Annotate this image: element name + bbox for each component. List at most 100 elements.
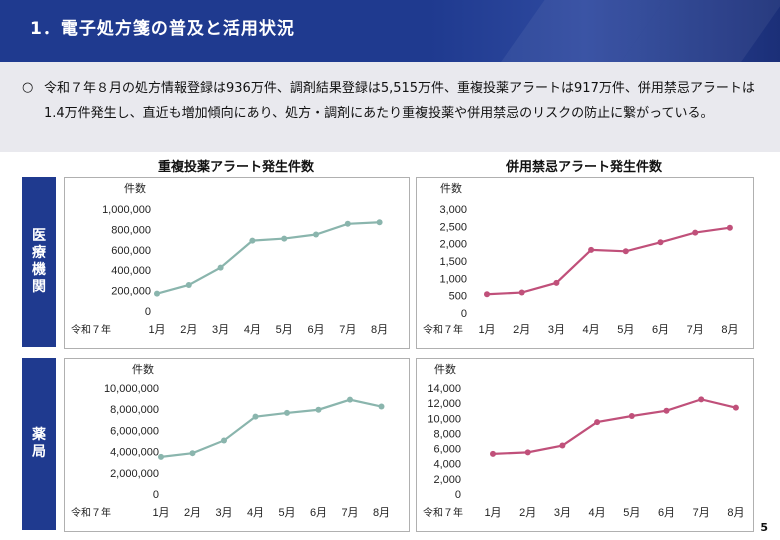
column-title-right: 併用禁忌アラート発生件数: [505, 160, 662, 175]
y-tick-label: 6,000: [433, 444, 461, 456]
y-tick-label: 2,000: [433, 474, 461, 486]
x-tick-label: 2月: [513, 324, 530, 336]
data-point: [484, 291, 490, 298]
y-tick-label: 14,000: [427, 383, 461, 395]
data-point: [315, 406, 322, 413]
data-point: [284, 409, 290, 416]
row-label-medical: 医療機関: [22, 177, 56, 347]
y-axis-label: 件数: [132, 363, 154, 376]
series-line: [486, 226, 731, 296]
x-tick-label: 1月: [152, 507, 169, 519]
x-tick-label: 2月: [180, 324, 197, 336]
year-label: 令和７年: [423, 506, 463, 519]
data-point: [518, 289, 525, 296]
x-tick-label: 4月: [247, 507, 264, 519]
data-point: [698, 396, 705, 403]
data-point: [726, 224, 733, 231]
y-tick-label: 0: [455, 489, 461, 501]
x-tick-label: 5月: [617, 324, 634, 336]
y-tick-label: 0: [153, 489, 159, 501]
y-tick-label: 1,000,000: [102, 204, 151, 216]
data-point: [249, 237, 256, 244]
y-tick-label: 6,000,000: [110, 425, 159, 437]
y-tick-label: 1,500: [439, 256, 467, 268]
data-point: [732, 404, 739, 411]
x-tick-label: 3月: [215, 507, 232, 519]
x-tick-label: 1月: [478, 324, 495, 336]
series-line: [156, 221, 380, 295]
summary-box: ○ 令和７年８月の処方情報登録は936万件、調剤結果登録は5,515万件、重複投…: [0, 62, 780, 152]
data-point: [221, 437, 227, 444]
data-point: [553, 279, 560, 286]
x-tick-label: 7月: [341, 507, 358, 519]
y-tick-label: 800,000: [111, 224, 151, 236]
x-tick-label: 7月: [687, 324, 704, 336]
data-point: [154, 290, 160, 297]
series-line: [492, 398, 737, 455]
data-point: [628, 413, 635, 420]
y-tick-label: 4,000,000: [110, 447, 159, 459]
y-tick-label: 4,000: [433, 459, 461, 471]
y-axis-label: 件数: [440, 182, 462, 195]
x-tick-label: 6月: [658, 507, 675, 519]
data-point: [622, 248, 629, 255]
x-tick-label: 2月: [184, 507, 201, 519]
year-label: 令和７年: [71, 506, 111, 519]
chart-panel-medical-duplicate: 件数 0 200,000 400,000 600,000 800,000 1,000,000…: [64, 177, 410, 349]
y-tick-label: 400,000: [111, 265, 151, 277]
x-tick-label: 6月: [310, 507, 327, 519]
y-tick-label: 8,000,000: [110, 404, 159, 416]
series-line: [160, 398, 382, 458]
data-point: [347, 396, 353, 403]
data-point: [189, 450, 196, 457]
summary-bullet: ○: [22, 80, 34, 95]
x-tick-label: 5月: [276, 324, 293, 336]
data-point: [559, 442, 566, 449]
x-tick-label: 1月: [148, 324, 165, 336]
data-point: [378, 403, 385, 410]
x-tick-label: 8月: [727, 507, 744, 519]
data-point: [158, 453, 164, 460]
row-label-pharmacy: 薬局: [22, 358, 56, 530]
x-tick-label: 7月: [339, 324, 356, 336]
data-point: [281, 235, 288, 242]
x-tick-label: 6月: [307, 324, 324, 336]
y-tick-label: 0: [145, 306, 151, 318]
summary-text: 令和７年８月の処方情報登録は936万件、調剤結果登録は5,515万件、重複投薬ア…: [44, 81, 755, 121]
y-tick-label: 500: [449, 291, 467, 303]
page-number: 5: [760, 521, 768, 534]
data-point: [185, 281, 192, 288]
x-tick-label: 3月: [212, 324, 229, 336]
data-point: [252, 413, 259, 420]
y-tick-label: 8,000: [433, 428, 461, 440]
y-tick-label: 12,000: [427, 398, 461, 410]
page-title: 1．電子処方箋の普及と活用状況: [30, 19, 295, 39]
chart-medical-contraindication: 件数 0 500 1,000 1,500 2,000 2,500 3,000 令和７年 1月 2月 3…: [423, 182, 738, 336]
y-tick-label: 10,000,000: [104, 383, 159, 395]
y-tick-label: 600,000: [111, 245, 151, 257]
y-tick-label: 1,000: [439, 273, 467, 285]
data-point: [588, 246, 595, 253]
x-tick-label: 4月: [589, 507, 606, 519]
x-tick-label: 3月: [554, 507, 571, 519]
x-tick-label: 3月: [548, 324, 565, 336]
x-tick-label: 4月: [583, 324, 600, 336]
y-tick-label: 0: [461, 308, 467, 320]
chart-panel-pharmacy-contraindication: 件数 0 2,000 4,000 6,000 8,000 10,000 12,000 14,00…: [416, 358, 754, 532]
x-tick-label: 8月: [371, 324, 388, 336]
x-tick-label: 6月: [652, 324, 669, 336]
chart-medical-duplicate: 件数 0 200,000 400,000 600,000 800,000 1,000,000…: [71, 182, 388, 336]
y-tick-label: 2,500: [439, 221, 467, 233]
data-point: [313, 231, 319, 238]
y-axis-label: 件数: [124, 182, 146, 195]
column-title-left: 重複投薬アラート発生件数: [157, 160, 314, 175]
row-label-medical-text: 医療機関: [32, 228, 46, 295]
data-point: [217, 264, 224, 271]
data-point: [692, 229, 699, 236]
year-label: 令和７年: [423, 323, 463, 336]
x-tick-label: 5月: [623, 507, 640, 519]
y-axis-label: 件数: [434, 363, 456, 376]
x-tick-label: 2月: [519, 507, 536, 519]
data-point: [376, 219, 383, 226]
row-label-pharmacy-text: 薬局: [32, 427, 46, 460]
